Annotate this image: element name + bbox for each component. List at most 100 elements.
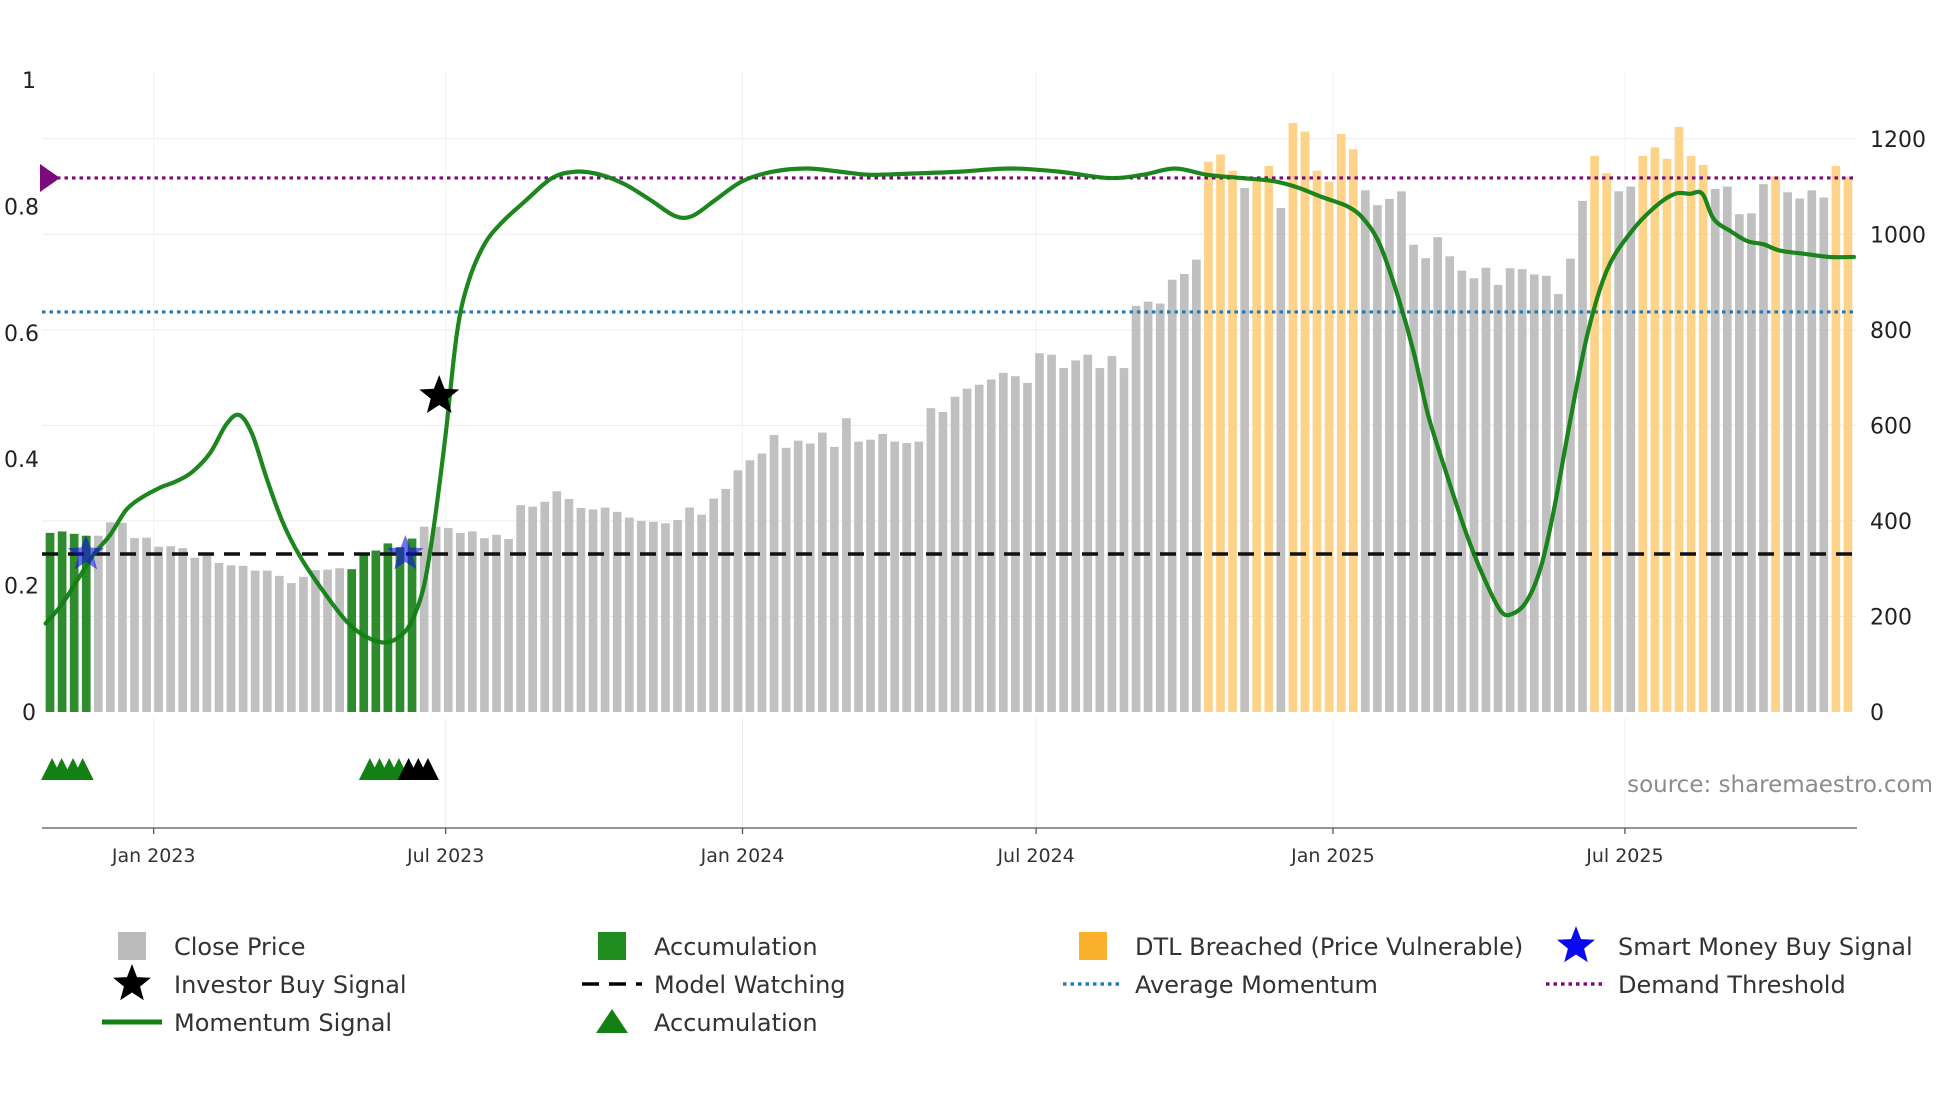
close-price-bar: [914, 441, 924, 712]
close-price-bar: [274, 575, 284, 712]
close-price-bar: [1409, 244, 1418, 712]
legend-item-demand: Demand Threshold: [1546, 971, 1846, 999]
legend-label: Investor Buy Signal: [174, 971, 407, 999]
left-axis-tick-label: 0.6: [4, 322, 39, 347]
legend-swatch-square: [1079, 932, 1107, 960]
close-price-bar: [540, 501, 550, 712]
right-axis-tick-label: 0: [1870, 701, 1884, 726]
legend-label: Model Watching: [654, 971, 846, 999]
right-axis-tick-label: 1200: [1870, 128, 1926, 153]
dtl-breached-bar: [1590, 155, 1599, 712]
close-price-bar: [1710, 188, 1720, 713]
date-axis-tick-label: Jan 2024: [700, 845, 785, 867]
right-axis-tick-label: 400: [1870, 510, 1912, 535]
close-price-bar: [190, 557, 200, 712]
close-price-bar: [673, 519, 682, 712]
close-price-bar: [214, 562, 224, 712]
accumulation-bar: [407, 538, 417, 712]
accumulation-panel: Jan 2023 Jul 2023 Jan 2024 Jul 2024 Jan 2025…: [41, 758, 1857, 867]
left-axis-tick-label: 0: [22, 701, 36, 726]
close-price-bar: [1457, 270, 1467, 712]
accumulation-bar: [69, 533, 79, 712]
left-axis-tick-label: 0.2: [4, 575, 39, 600]
close-price-bar: [154, 546, 163, 712]
close-price-bar: [902, 443, 912, 712]
close-price-bar: [721, 488, 731, 712]
accumulation-triangle-marker: [416, 758, 439, 780]
dtl-breached-bar: [1650, 147, 1660, 713]
close-price-bar: [1071, 360, 1081, 712]
close-price-bar: [745, 460, 755, 712]
accumulation-bar: [383, 543, 393, 712]
dtl-breached-bar: [1771, 176, 1780, 712]
dtl-breached-bar: [1300, 131, 1310, 713]
accumulation-bar: [371, 550, 381, 712]
accumulation-triangle-marker: [71, 758, 94, 780]
close-price-bar: [793, 440, 803, 712]
close-price-bar: [106, 522, 115, 712]
close-price-bar: [1119, 368, 1129, 712]
close-price-bar: [830, 446, 839, 712]
dtl-breached-bar: [1264, 165, 1274, 713]
legend-item-avg: Average Momentum: [1063, 971, 1378, 999]
close-price-bar: [1385, 198, 1394, 712]
close-price-bar: [817, 432, 827, 712]
dtl-breached-bar: [1252, 176, 1262, 713]
date-axis-tick-label: Jan 2023: [111, 845, 196, 867]
date-axis-tick-label: Jul 2024: [996, 845, 1074, 867]
accumulation-bar: [57, 531, 67, 712]
close-price-bar: [974, 384, 984, 712]
legend-swatch-star: [1557, 926, 1595, 963]
close-price-bar: [419, 526, 429, 712]
axes: 0 0.2 0.4 0.6 0.8 1 0 200 400 600 800 1000 1200: [4, 69, 1926, 726]
right-axis-tick-label: 600: [1870, 414, 1912, 439]
dtl-breached-bar: [1843, 176, 1853, 713]
dtl-breached-bar: [1686, 155, 1696, 712]
right-axis-tick-label: 1000: [1870, 223, 1926, 248]
legend-item-watching: Model Watching: [582, 971, 846, 999]
close-price-bar: [1517, 269, 1527, 712]
dtl-breached-bar: [1228, 170, 1237, 712]
legend-item-momentum: Momentum Signal: [102, 1009, 392, 1037]
close-price-bar: [926, 408, 936, 712]
close-price-bar: [1529, 274, 1539, 712]
date-axis-tick-label: Jan 2025: [1290, 845, 1375, 867]
close-price-bar: [262, 570, 272, 712]
price-bars: [45, 122, 1853, 713]
close-price-bar: [226, 565, 236, 712]
close-price-bar: [299, 576, 308, 712]
dtl-breached-bar: [1288, 122, 1298, 713]
close-price-bar: [1819, 197, 1829, 712]
close-price-bar: [733, 470, 743, 712]
dtl-breached-bar: [1204, 161, 1213, 712]
legend-label: Demand Threshold: [1618, 971, 1846, 999]
left-axis-tick-label: 0.8: [4, 195, 39, 220]
close-price-bar: [624, 517, 634, 712]
close-price-bar: [455, 532, 465, 712]
legend-swatch-square: [598, 932, 626, 960]
close-price-bar: [335, 568, 344, 712]
close-price-bar: [323, 569, 332, 712]
dtl-breached-bar: [1324, 181, 1334, 712]
legend-item-accum_tri: Accumulation: [596, 1009, 818, 1037]
date-axis-tick-label: Jul 2025: [1585, 845, 1663, 867]
smart-money-buy-signal: [387, 535, 424, 570]
close-price-bar: [938, 412, 948, 712]
legend-swatch-star: [113, 964, 151, 1001]
dtl-breached-bar: [1312, 170, 1322, 712]
close-price-bar: [1626, 186, 1636, 712]
close-price-bar: [1192, 259, 1201, 712]
close-price-bar: [1421, 258, 1430, 712]
close-price-bar: [866, 439, 875, 712]
close-price-bar: [1807, 190, 1817, 713]
close-price-bar: [1179, 273, 1189, 712]
close-price-bar: [709, 498, 719, 712]
legend-item-investor: Investor Buy Signal: [113, 964, 407, 1001]
close-price-bar: [1023, 382, 1032, 712]
close-price-bar: [612, 511, 622, 712]
close-price-bar: [1735, 214, 1744, 713]
close-price-bar: [287, 583, 296, 712]
close-price-bar: [311, 570, 320, 712]
close-price-bar: [649, 521, 658, 712]
close-price-bar: [130, 538, 139, 712]
